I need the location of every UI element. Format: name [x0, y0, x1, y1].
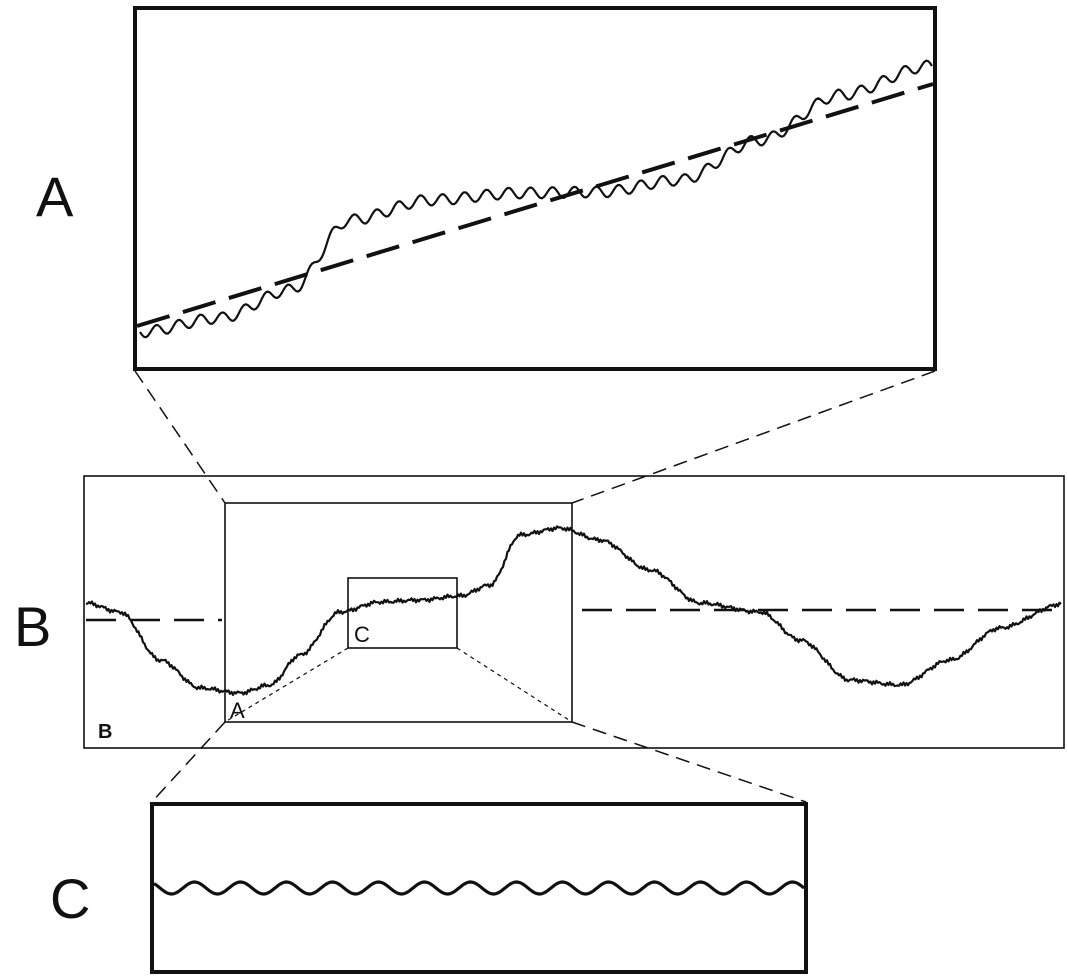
zoom-box-c — [347, 577, 458, 649]
panel-b-frame — [83, 475, 1065, 749]
panel-c-frame — [150, 802, 808, 974]
panel-a-frame — [133, 6, 937, 371]
panel-b-inner-label: B — [98, 721, 112, 743]
panel-a-label: A — [36, 165, 74, 228]
zoom-box-c-label: C — [354, 622, 370, 647]
panel-a-trace — [139, 59, 933, 339]
panel-a-dashed-baseline — [136, 82, 934, 328]
panel-c-trace — [153, 880, 805, 896]
panel-b-trace — [85, 525, 1062, 696]
zoom-box-a-label: A — [230, 698, 245, 723]
connector-c-left-outer — [149, 721, 226, 805]
connector-c-left-inner — [224, 647, 349, 723]
connector-c-right-outer — [571, 721, 807, 803]
panel-c-label: C — [50, 867, 90, 930]
panel-b-label: B — [14, 595, 51, 658]
connector-c-right-inner — [456, 647, 573, 723]
zoom-box-a — [224, 502, 573, 723]
connector-a-right — [571, 370, 936, 504]
connector-a-left — [134, 370, 226, 504]
